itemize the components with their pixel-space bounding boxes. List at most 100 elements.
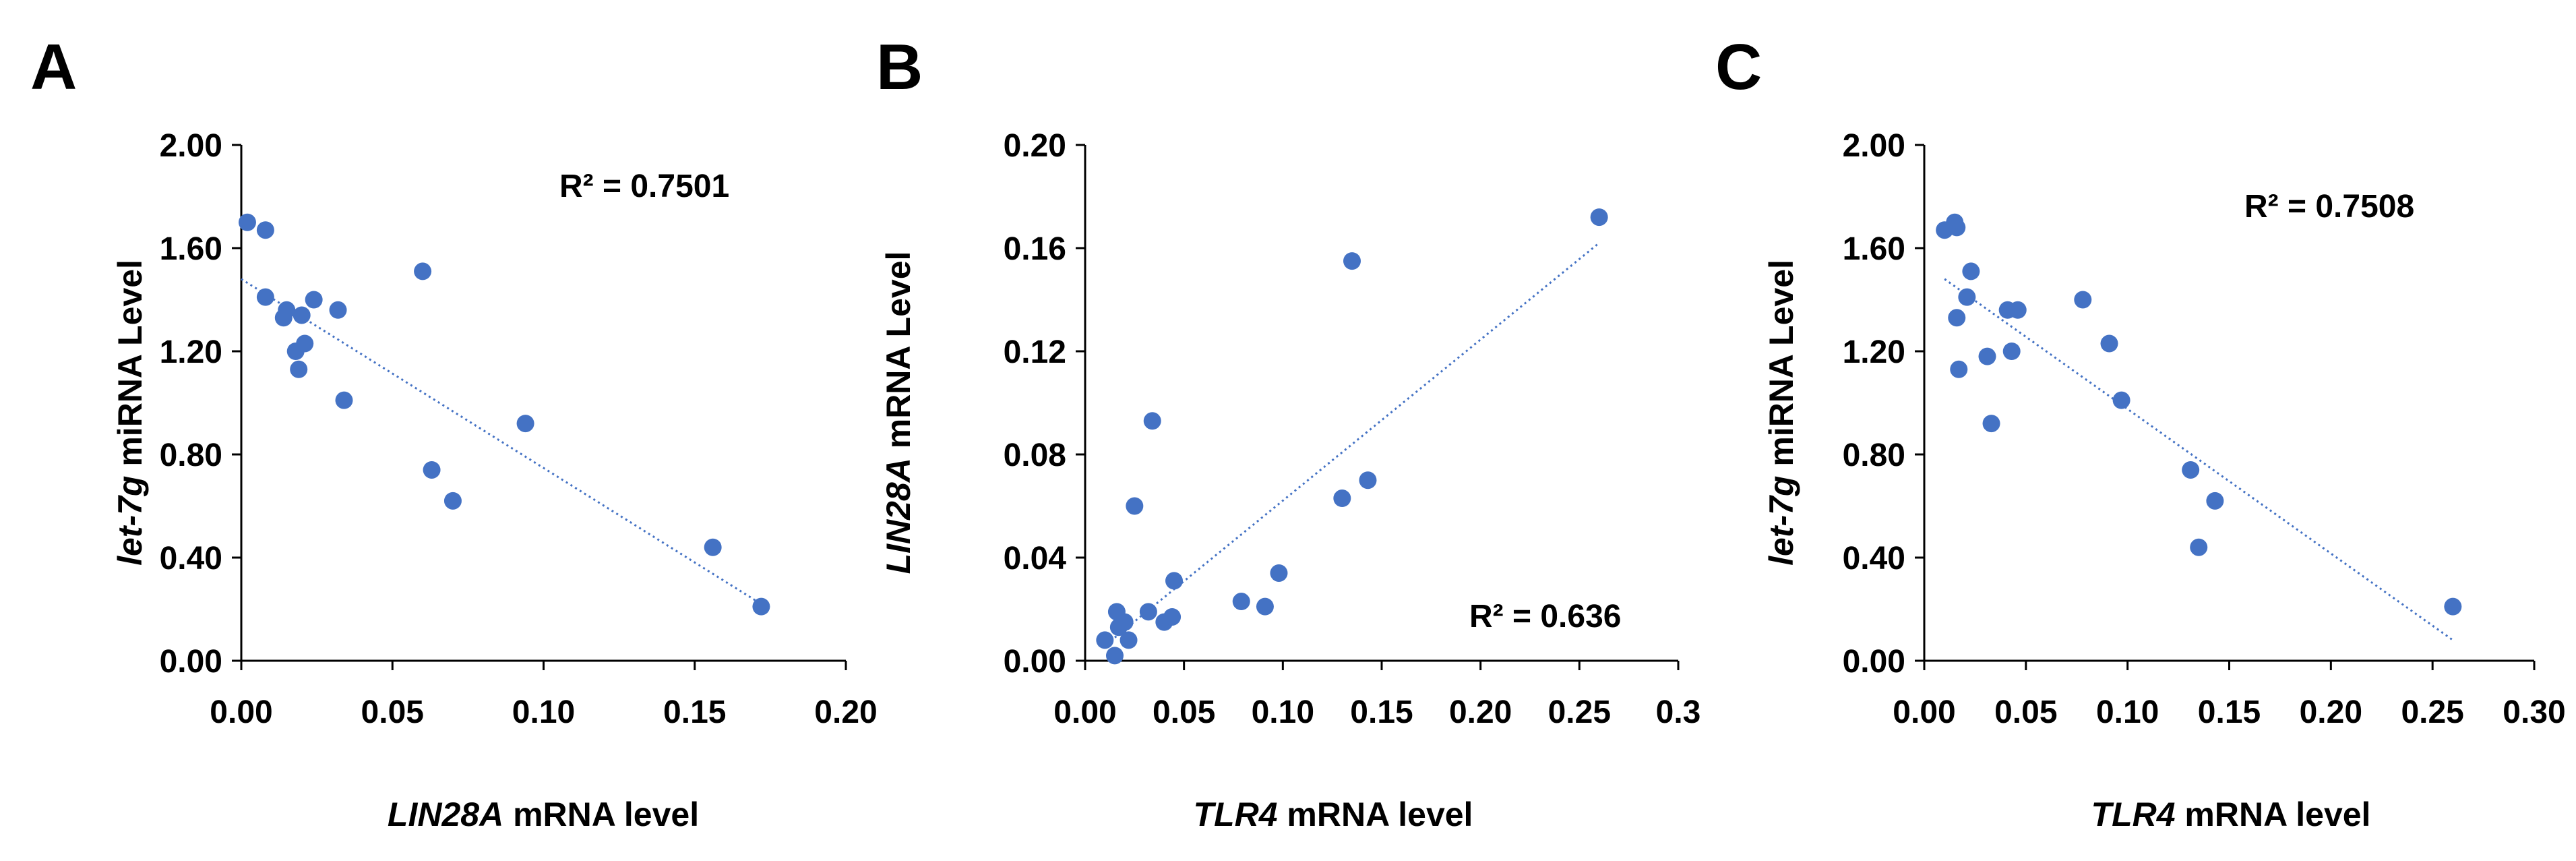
y-tick-label-c: 0.00	[1843, 644, 1905, 680]
x-axis-title-a: LIN28A mRNA level	[388, 796, 699, 833]
data-point-a	[752, 597, 770, 616]
y-axis-title-italic-a: let-7g	[111, 476, 149, 566]
x-tick-label-c: 0.20	[2300, 694, 2362, 730]
data-point-c	[1958, 288, 1976, 306]
x-axis-title-italic-a: LIN28A	[388, 796, 503, 833]
y-axis-title-rest-b: mRNA Level	[880, 251, 917, 458]
data-point-a	[290, 360, 308, 378]
data-point-b	[1333, 489, 1351, 508]
data-point-a	[516, 415, 534, 433]
data-point-b	[1359, 471, 1377, 489]
data-point-b	[1106, 647, 1124, 665]
y-tick-label-a: 1.20	[160, 334, 222, 370]
x-tick-label-b: 0.20	[1449, 694, 1512, 730]
x-tick-label-a: 0.05	[361, 694, 424, 730]
x-axis-title-italic-c: TLR4	[2091, 796, 2176, 833]
y-tick-label-b: 0.16	[1004, 231, 1066, 267]
panel-label-a: A	[30, 31, 77, 103]
x-tick-label-c: 0.00	[1893, 694, 1955, 730]
data-point-a	[443, 492, 462, 510]
data-point-c	[2074, 291, 2092, 309]
data-point-c	[1948, 218, 1966, 237]
x-tick-label-b: 0.3	[1656, 694, 1701, 730]
x-tick-label-a: 0.20	[814, 694, 877, 730]
data-point-b	[1163, 607, 1182, 626]
r-squared-label-c: R² = 0.7508	[2244, 189, 2414, 225]
x-axis-title-rest-b: mRNA level	[1278, 796, 1473, 833]
data-point-c	[2444, 597, 2462, 616]
panel-a: A let-7g miRNA Level LIN28A mRNA level R…	[30, 31, 878, 833]
data-point-b	[1139, 603, 1157, 621]
data-point-c	[1982, 415, 2000, 433]
trendline-a	[241, 278, 762, 605]
data-point-b	[1096, 631, 1114, 649]
y-tick-label-c: 0.80	[1843, 438, 1905, 473]
data-point-a	[704, 538, 722, 556]
x-tick-label-b: 0.00	[1053, 694, 1116, 730]
data-point-b	[1165, 572, 1183, 590]
panel-c: C let-7g miRNA Level TLR4 mRNA level R² …	[1715, 31, 2566, 833]
data-point-a	[256, 288, 274, 306]
y-axis-title-rest-a: miRNA Level	[111, 260, 149, 475]
data-point-b	[1120, 631, 1138, 649]
data-point-c	[1962, 262, 1980, 280]
data-point-c	[2182, 461, 2200, 479]
y-axis-title-italic-c: let-7g	[1762, 476, 1800, 566]
data-point-b	[1256, 597, 1274, 616]
x-tick-label-a: 0.00	[210, 694, 272, 730]
data-point-c	[1978, 347, 1996, 365]
data-point-b	[1115, 613, 1134, 631]
data-point-a	[256, 221, 274, 239]
y-tick-label-c: 1.60	[1843, 231, 1905, 267]
data-point-a	[329, 301, 347, 319]
y-tick-label-c: 2.00	[1843, 128, 1905, 164]
data-point-b	[1232, 593, 1250, 611]
x-tick-label-b: 0.15	[1350, 694, 1413, 730]
r-squared-label-a: R² = 0.7501	[559, 169, 729, 204]
data-point-c	[2190, 538, 2208, 556]
y-tick-label-b: 0.20	[1004, 128, 1066, 164]
data-point-b	[1270, 564, 1288, 582]
y-tick-label-b: 0.04	[1004, 541, 1067, 576]
y-tick-label-a: 0.80	[160, 438, 222, 473]
y-tick-label-a: 1.60	[160, 231, 222, 267]
x-axis-title-rest-a: mRNA level	[503, 796, 699, 833]
data-point-b	[1343, 252, 1361, 270]
x-tick-label-a: 0.10	[512, 694, 575, 730]
x-axis-title-b: TLR4 mRNA level	[1194, 796, 1473, 833]
y-axis-title-b: LIN28A mRNA Level	[880, 251, 917, 574]
x-tick-label-a: 0.15	[663, 694, 726, 730]
x-tick-label-c: 0.30	[2503, 694, 2565, 730]
data-point-a	[414, 262, 432, 280]
data-point-a	[305, 291, 323, 309]
data-point-c	[2008, 301, 2027, 319]
y-axis-title-a: let-7g miRNA Level	[111, 260, 149, 566]
x-tick-label-c: 0.10	[2096, 694, 2159, 730]
x-tick-label-b: 0.25	[1548, 694, 1611, 730]
data-point-a	[335, 391, 353, 409]
x-axis-title-c: TLR4 mRNA level	[2091, 796, 2371, 833]
y-tick-label-a: 0.40	[160, 541, 222, 576]
data-point-a	[293, 306, 311, 324]
panel-b: B LIN28A mRNA Level TLR4 mRNA level R² =…	[876, 31, 1700, 833]
y-axis-title-rest-c: miRNA Level	[1762, 260, 1800, 475]
y-tick-label-b: 0.12	[1004, 334, 1066, 370]
y-tick-label-c: 0.40	[1843, 541, 1905, 576]
panel-label-c: C	[1715, 31, 1762, 103]
x-axis-title-rest-c: mRNA level	[2176, 796, 2371, 833]
data-point-b	[1143, 412, 1161, 430]
x-tick-label-b: 0.05	[1153, 694, 1215, 730]
y-axis-title-italic-b: LIN28A	[880, 458, 917, 574]
data-point-a	[278, 301, 296, 319]
r-squared-label-b: R² = 0.636	[1469, 599, 1621, 634]
y-tick-label-a: 0.00	[160, 644, 222, 680]
data-point-a	[296, 334, 314, 353]
x-tick-label-c: 0.15	[2198, 694, 2261, 730]
y-tick-label-b: 0.08	[1004, 438, 1066, 473]
x-tick-label-b: 0.10	[1252, 694, 1314, 730]
y-tick-label-b: 0.00	[1004, 644, 1066, 680]
y-tick-label-c: 1.20	[1843, 334, 1905, 370]
trendline-c	[1944, 278, 2454, 641]
data-point-a	[238, 213, 256, 231]
